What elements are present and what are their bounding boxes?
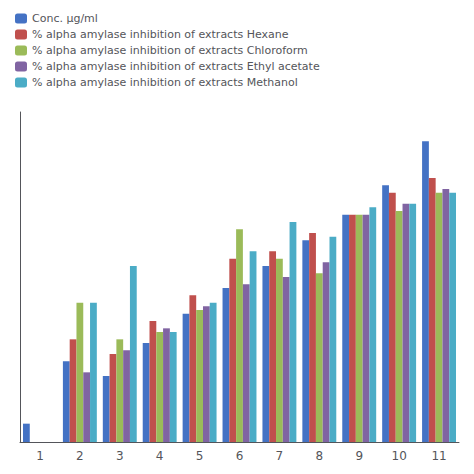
svg-text:5: 5 <box>196 449 204 463</box>
svg-text:% alpha amylase inhibition of: % alpha amylase inhibition of extracts E… <box>32 60 320 73</box>
svg-text:6: 6 <box>236 449 244 463</box>
svg-text:9: 9 <box>355 449 363 463</box>
svg-text:% alpha amylase inhibition of: % alpha amylase inhibition of extracts M… <box>32 76 298 89</box>
svg-text:% alpha amylase inhibition of: % alpha amylase inhibition of extracts H… <box>32 28 289 41</box>
svg-text:% alpha amylase inhibition of: % alpha amylase inhibition of extracts C… <box>32 44 308 57</box>
svg-text:8: 8 <box>315 449 323 463</box>
svg-text:10: 10 <box>391 449 406 463</box>
svg-text:4: 4 <box>156 449 164 463</box>
svg-text:7: 7 <box>276 449 284 463</box>
svg-text:11: 11 <box>431 449 446 463</box>
svg-text:1: 1 <box>36 449 44 463</box>
svg-text:2: 2 <box>76 449 84 463</box>
svg-text:Conc. μg/ml: Conc. μg/ml <box>32 12 98 25</box>
svg-text:3: 3 <box>116 449 124 463</box>
